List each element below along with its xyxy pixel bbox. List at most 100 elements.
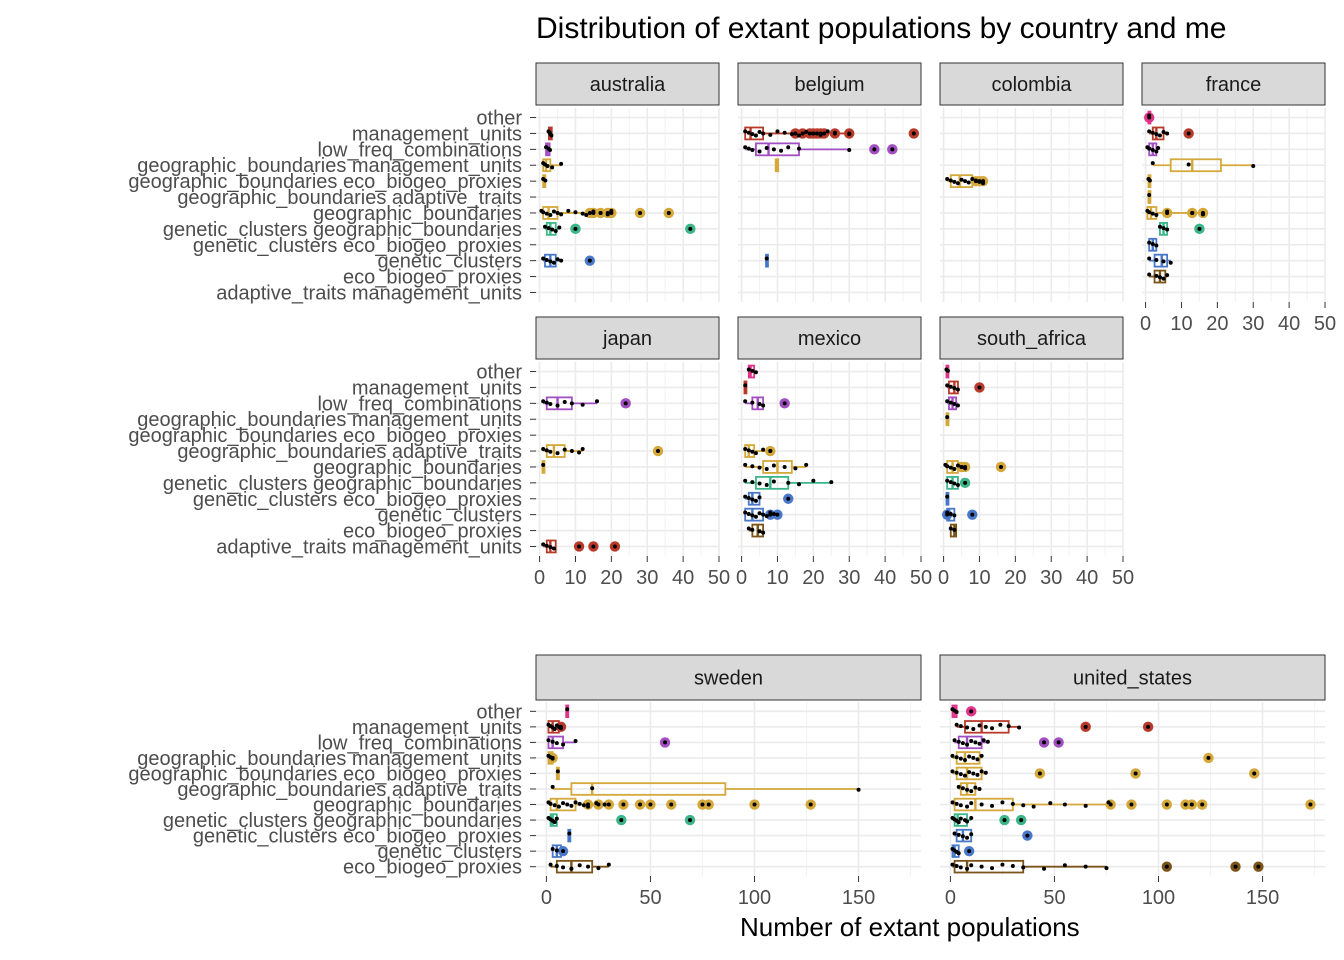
raw-point-united-states-low-freq-combinations — [1056, 740, 1061, 745]
raw-point-australia-genetic-clusters-geographic-boundaries — [553, 228, 558, 233]
raw-point-united-states-genetic-clusters-eco-biogeo-proxies — [952, 831, 957, 836]
raw-point-united-states-eco-biogeo-proxies — [1010, 863, 1015, 868]
raw-point-colombia-geographic-boundaries-eco-biogeo-proxies — [963, 179, 968, 184]
raw-point-united-states-low-freq-combinations — [973, 740, 978, 745]
raw-point-mexico-geographic-boundaries — [782, 464, 787, 469]
raw-point-belgium-low-freq-combinations — [746, 146, 751, 151]
raw-point-sweden-low-freq-combinations — [550, 739, 555, 744]
raw-point-mexico-genetic-clusters-geographic-boundaries — [764, 482, 769, 487]
raw-point-mexico-eco-biogeo-proxies — [757, 529, 762, 534]
raw-point-japan-geographic-boundaries-adaptive-traits — [544, 448, 549, 453]
raw-point-france-genetic-clusters — [1154, 257, 1159, 262]
raw-point-mexico-geographic-boundaries-adaptive-traits — [761, 447, 766, 452]
raw-point-south-africa-geographic-boundaries-management-units — [945, 415, 950, 420]
raw-point-united-states-genetic-clusters-geographic-boundaries — [969, 815, 974, 820]
raw-point-united-states-other — [969, 709, 974, 714]
raw-point-france-genetic-clusters — [1147, 256, 1152, 261]
x-tick-label: 20 — [802, 567, 824, 589]
raw-point-australia-geographic-boundaries — [555, 210, 560, 215]
raw-point-colombia-geographic-boundaries-eco-biogeo-proxies — [952, 179, 957, 184]
raw-point-sweden-geographic-boundaries — [669, 802, 674, 807]
raw-point-france-genetic-clusters-eco-biogeo-proxies — [1154, 243, 1159, 248]
raw-point-australia-genetic-clusters-geographic-boundaries — [688, 226, 693, 231]
raw-point-sweden-geographic-boundaries — [548, 801, 553, 806]
raw-point-united-states-geographic-boundaries — [1010, 801, 1015, 806]
y-tick-label-geographic-boundaries-management-units: geographic_boundaries management_units — [137, 155, 522, 177]
raw-point-mexico-other — [746, 367, 751, 372]
raw-point-united-states-low-freq-combinations — [1042, 740, 1047, 745]
raw-point-sweden-low-freq-combinations — [554, 741, 559, 746]
x-tick-label: 10 — [968, 567, 990, 589]
y-tick-label-other: other — [476, 108, 522, 130]
facet-strip-south-africa — [939, 316, 1124, 360]
raw-point-sweden-geographic-boundaries — [565, 802, 570, 807]
raw-point-united-states-geographic-boundaries — [1200, 802, 1205, 807]
raw-point-south-africa-geographic-boundaries — [945, 464, 950, 469]
raw-point-united-states-eco-biogeo-proxies — [1021, 865, 1026, 870]
raw-point-france-geographic-boundaries-eco-biogeo-proxies — [1147, 178, 1152, 183]
raw-point-france-genetic-clusters-geographic-boundaries — [1157, 224, 1162, 229]
raw-point-australia-geographic-boundaries — [666, 210, 671, 215]
panel-background-belgium — [738, 108, 921, 302]
y-tick-label-management-units: management_units — [352, 123, 522, 145]
raw-point-united-states-management-units — [954, 722, 959, 727]
x-tick-label: 50 — [639, 887, 661, 909]
y-tick-label-genetic-clusters: genetic_clusters — [377, 251, 522, 273]
raw-point-mexico-geographic-boundaries-adaptive-traits — [750, 449, 755, 454]
raw-point-mexico-low-freq-combinations — [782, 401, 787, 406]
raw-point-mexico-genetic-clusters — [743, 510, 748, 515]
raw-point-france-geographic-boundaries — [1201, 210, 1205, 215]
y-tick-label-low-freq-combinations: low_freq_combinations — [317, 139, 522, 161]
x-tick-label: 40 — [1076, 567, 1098, 589]
raw-point-france-management-units — [1157, 133, 1162, 138]
raw-point-united-states-geographic-boundaries-eco-biogeo-proxies — [962, 773, 967, 778]
raw-point-australia-geographic-boundaries — [605, 210, 610, 215]
x-tick-label: 150 — [842, 887, 875, 909]
raw-point-united-states-low-freq-combinations — [977, 741, 982, 746]
raw-point-united-states-geographic-boundaries — [1308, 802, 1313, 807]
raw-point-mexico-genetic-clusters — [750, 513, 755, 518]
raw-point-mexico-geographic-boundaries-adaptive-traits — [743, 446, 748, 451]
raw-point-belgium-management-units — [750, 132, 755, 137]
y-tick-label-genetic-clusters-eco-biogeo-proxies: genetic_clusters eco_biogeo_proxies — [193, 826, 522, 848]
raw-point-south-africa-genetic-clusters — [945, 512, 950, 517]
raw-point-australia-geographic-boundaries-management-units — [550, 165, 555, 170]
raw-point-united-states-management-units — [990, 726, 995, 731]
x-tick-label: 50 — [910, 567, 932, 589]
x-tick-label: 30 — [1040, 567, 1062, 589]
raw-point-japan-geographic-boundaries — [541, 462, 546, 467]
raw-point-united-states-eco-biogeo-proxies — [1042, 866, 1047, 871]
raw-point-belgium-low-freq-combinations — [779, 148, 784, 153]
raw-point-france-genetic-clusters-eco-biogeo-proxies — [1147, 240, 1152, 245]
facet-strip-sweden — [535, 654, 922, 701]
raw-point-united-states-geographic-boundaries — [979, 802, 984, 807]
raw-point-united-states-eco-biogeo-proxies — [954, 863, 959, 868]
raw-point-united-states-geographic-boundaries-adaptive-traits — [956, 784, 961, 789]
facet-strip-colombia — [939, 62, 1124, 106]
raw-point-united-states-geographic-boundaries — [1183, 802, 1188, 807]
raw-point-colombia-geographic-boundaries-eco-biogeo-proxies — [966, 180, 971, 185]
raw-point-japan-low-freq-combinations — [580, 402, 585, 407]
x-tick-label: 30 — [838, 567, 860, 589]
raw-point-sweden-management-units — [558, 724, 563, 729]
raw-point-belgium-management-units — [768, 132, 773, 137]
raw-point-australia-genetic-clusters — [559, 258, 564, 263]
raw-point-sweden-other — [565, 707, 570, 712]
raw-point-mexico-geographic-boundaries-adaptive-traits — [753, 451, 758, 456]
raw-point-mexico-eco-biogeo-proxies — [746, 526, 751, 531]
raw-point-mexico-genetic-clusters-eco-biogeo-proxies — [786, 496, 791, 501]
y-tick-label-geographic-boundaries-eco-biogeo-proxies: geographic_boundaries eco_biogeo_proxies — [128, 171, 522, 193]
x-tick-label: 50 — [1043, 887, 1065, 909]
raw-point-mexico-genetic-clusters-geographic-boundaries — [750, 480, 755, 485]
y-tick-label-geographic-boundaries-eco-biogeo-proxies: geographic_boundaries eco_biogeo_proxies — [128, 425, 522, 447]
raw-point-australia-low-freq-combinations — [547, 148, 552, 153]
raw-point-australia-geographic-boundaries — [559, 212, 564, 217]
raw-point-belgium-management-units — [753, 133, 758, 138]
raw-point-sweden-genetic-clusters-geographic-boundaries — [688, 818, 692, 823]
raw-point-sweden-genetic-clusters-geographic-boundaries — [552, 820, 557, 825]
raw-point-australia-genetic-clusters-geographic-boundaries — [557, 225, 562, 230]
raw-point-belgium-management-units — [775, 129, 780, 134]
raw-point-south-africa-genetic-clusters-geographic-boundaries — [948, 480, 953, 485]
raw-point-sweden-genetic-clusters-geographic-boundaries — [619, 818, 624, 823]
x-tick-label: 40 — [1278, 313, 1300, 335]
